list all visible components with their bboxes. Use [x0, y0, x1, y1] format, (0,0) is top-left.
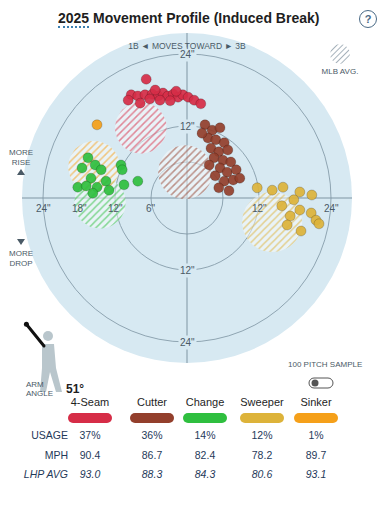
svg-text:12": 12" [252, 203, 267, 214]
html-text:88.3: 88.3 [141, 468, 163, 480]
svg-text:12": 12" [180, 121, 195, 132]
html-text:ARM: ARM [26, 380, 44, 389]
html-text:Cutter: Cutter [137, 396, 167, 408]
html-text:MPH: MPH [44, 449, 68, 461]
svg-text:24": 24" [180, 49, 195, 60]
svg-text:24": 24" [36, 203, 51, 214]
html-text:MORE: MORE [9, 148, 33, 157]
html-text:1%: 1% [308, 429, 324, 441]
svg-text:24": 24" [180, 337, 195, 348]
html-text:DROP: DROP [9, 259, 33, 268]
html-text:51°: 51° [66, 382, 85, 396]
html-text:93.1: 93.1 [305, 468, 327, 480]
html-text:MLB AVG.: MLB AVG. [321, 67, 359, 76]
html-text:12%: 12% [251, 429, 273, 441]
html-text:ANGLE: ANGLE [26, 389, 54, 398]
svg-text:12": 12" [108, 203, 123, 214]
html-text:37%: 37% [79, 429, 101, 441]
html-text:LHP AVG: LHP AVG [23, 468, 68, 480]
svg-text:24": 24" [324, 203, 339, 214]
html-text:Sinker: Sinker [300, 396, 332, 408]
html-text:90.4: 90.4 [79, 449, 101, 461]
html-text:82.4: 82.4 [194, 449, 216, 461]
html-text:Sweeper: Sweeper [240, 396, 284, 408]
svg-text:6": 6" [146, 203, 156, 214]
html-text:78.2: 78.2 [251, 449, 273, 461]
html-text:86.7: 86.7 [141, 449, 163, 461]
html-text:84.3: 84.3 [194, 468, 216, 480]
html-text:RISE: RISE [11, 158, 31, 167]
html-text:USAGE: USAGE [31, 429, 68, 441]
html-text:93.0: 93.0 [79, 468, 101, 480]
svg-text:18": 18" [72, 203, 87, 214]
html-text:Change: Change [185, 396, 225, 408]
html-text:14%: 14% [194, 429, 216, 441]
html-text:36%: 36% [141, 429, 163, 441]
svg-text:12": 12" [180, 265, 195, 276]
html-text:1B ◄ MOVES TOWARD ► 3B: 1B ◄ MOVES TOWARD ► 3B [128, 41, 246, 51]
html-text:100 PITCH SAMPLE: 100 PITCH SAMPLE [288, 360, 363, 369]
html-text:MORE: MORE [9, 249, 33, 258]
html-text:2025 Movement Profile (Induced: 2025 Movement Profile (Induced Break) [58, 10, 320, 26]
html-text:4-Seam: 4-Seam [70, 396, 110, 408]
html-text:80.6: 80.6 [251, 468, 273, 480]
html-text:89.7: 89.7 [305, 449, 327, 461]
